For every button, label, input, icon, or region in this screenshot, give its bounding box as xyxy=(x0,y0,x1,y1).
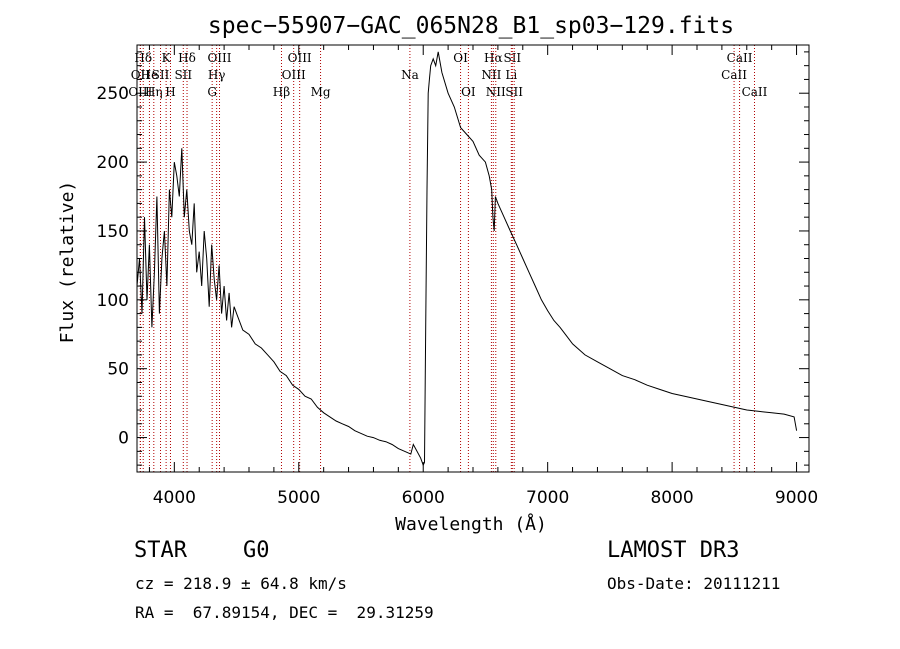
line-marker-label-11: Hγ xyxy=(208,68,226,82)
x-axis-label: Wavelength (Å) xyxy=(395,513,547,535)
line-marker-label-28: CaII xyxy=(742,85,768,99)
x-tick-label-4000: 4000 xyxy=(153,488,196,508)
line-marker-label-12: G xyxy=(207,85,217,99)
line-marker-label-20: Hα xyxy=(484,51,503,65)
line-marker-label-18: OI xyxy=(453,51,468,65)
y-axis-label: Flux (relative) xyxy=(57,181,78,344)
line-marker-label-25: SII xyxy=(505,85,523,99)
line-marker-label-7: H xyxy=(165,85,175,99)
x-tick-label-7000: 7000 xyxy=(526,488,569,508)
line-marker-label-22: NII xyxy=(486,85,506,99)
chart-title: spec−55907−GAC_065N28_B1_sp03−129.fits xyxy=(208,13,734,39)
x-tick-label-5000: 5000 xyxy=(277,488,320,508)
spectrum-series-line xyxy=(136,51,798,467)
y-tick-label-250: 250 xyxy=(97,84,129,104)
y-axis: 0 50 100 150 200 250 xyxy=(97,51,809,466)
line-marker-label-16: Mg xyxy=(311,85,331,99)
x-axis: 4000 5000 6000 7000 8000 9000 xyxy=(148,45,818,508)
coordinates: RA = 67.89154, DEC = 29.31259 xyxy=(135,603,434,622)
x-tick-label-6000: 6000 xyxy=(402,488,445,508)
y-tick-label-150: 150 xyxy=(97,222,129,242)
plot-frame xyxy=(136,44,810,473)
line-marker-label-27: CaII xyxy=(721,68,747,82)
y-tick-label-50: 50 xyxy=(107,360,129,380)
observation-date: Obs-Date: 20111211 xyxy=(607,574,781,593)
line-marker-label-19: OI xyxy=(461,85,476,99)
line-marker-label-13: OIII xyxy=(288,51,312,65)
y-tick-label-200: 200 xyxy=(97,153,129,173)
survey-name: LAMOST DR3 xyxy=(607,538,740,563)
line-marker-label-0: Hδ xyxy=(134,51,152,65)
y-tick-label-0: 0 xyxy=(118,429,129,449)
line-markers: HδOIIOIIIHeHηKSIIHHδSIIOIIIHγGOIIIOIIIHβ… xyxy=(128,45,768,472)
line-marker-label-4: Hη xyxy=(145,85,163,99)
line-marker-label-10: OIII xyxy=(207,51,231,65)
line-marker-label-17: Na xyxy=(401,68,419,82)
line-marker-label-24: Li xyxy=(505,68,517,82)
line-marker-label-21: NII xyxy=(481,68,501,82)
line-marker-label-5: K xyxy=(162,51,172,65)
x-tick-label-8000: 8000 xyxy=(650,488,693,508)
line-marker-label-26: CaII xyxy=(727,51,753,65)
line-marker-label-6: SII xyxy=(152,68,170,82)
line-marker-label-23: SII xyxy=(503,51,521,65)
x-tick-label-9000: 9000 xyxy=(775,488,818,508)
object-class: STAR xyxy=(134,538,187,563)
line-marker-label-14: OIII xyxy=(282,68,306,82)
object-subclass: G0 xyxy=(243,538,270,563)
y-tick-label-100: 100 xyxy=(97,291,129,311)
line-marker-label-15: Hβ xyxy=(273,85,290,99)
line-marker-label-2: OIII xyxy=(128,85,152,99)
redshift-velocity: cz = 218.9 ± 64.8 km/s xyxy=(135,574,347,593)
line-marker-label-8: Hδ xyxy=(178,51,196,65)
line-marker-label-9: SII xyxy=(174,68,192,82)
